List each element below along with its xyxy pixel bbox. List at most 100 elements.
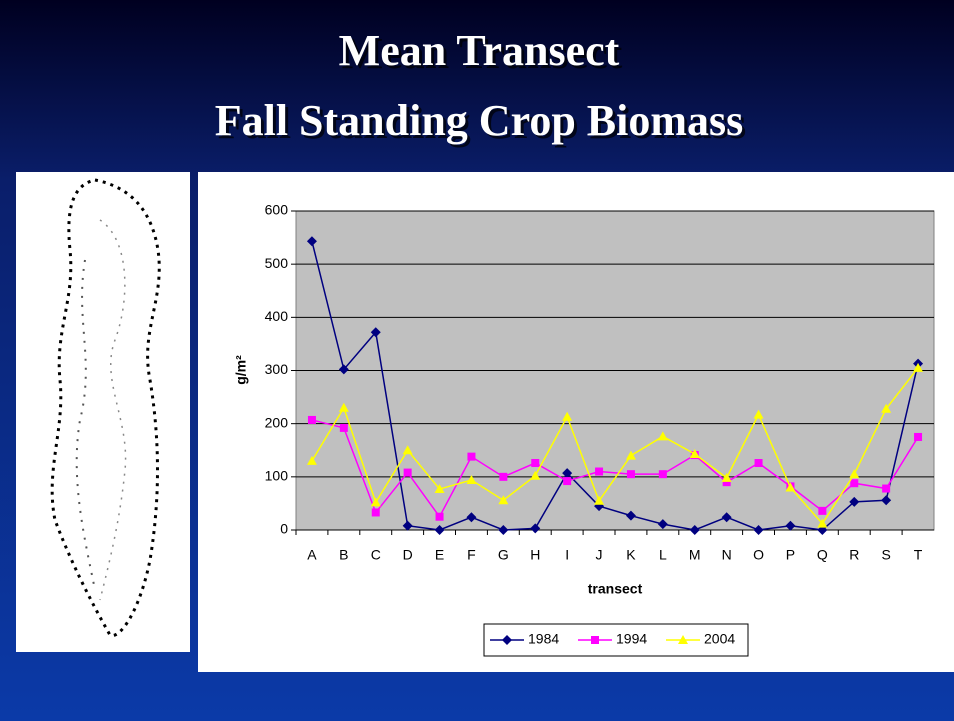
marker xyxy=(658,470,667,479)
x-tick-label: N xyxy=(722,547,732,563)
x-tick-label: M xyxy=(689,547,701,563)
marker xyxy=(913,362,924,372)
marker xyxy=(531,459,540,468)
marker xyxy=(785,482,796,492)
x-tick-label: T xyxy=(914,547,923,563)
x-tick-label: R xyxy=(849,547,859,563)
x-tick-label: S xyxy=(881,547,890,563)
legend-label: 1984 xyxy=(528,631,559,647)
title-line: Fall Standing Crop Biomass xyxy=(215,96,744,145)
marker xyxy=(594,495,605,505)
marker xyxy=(678,635,688,644)
marker xyxy=(754,459,763,468)
marker xyxy=(499,472,508,481)
y-tick-label: 500 xyxy=(265,255,289,271)
marker xyxy=(402,520,413,531)
x-tick-label: J xyxy=(596,547,603,563)
marker xyxy=(467,452,476,461)
legend-label: 2004 xyxy=(704,631,735,647)
marker xyxy=(850,479,859,488)
marker xyxy=(502,635,512,645)
marker xyxy=(466,475,477,485)
marker xyxy=(849,496,860,507)
marker xyxy=(306,236,317,247)
title-shadow: Mean Transect xyxy=(342,29,623,78)
marker xyxy=(498,525,509,535)
y-tick-label: 300 xyxy=(265,361,289,377)
marker xyxy=(881,403,892,413)
series-line xyxy=(311,367,919,525)
x-tick-label: G xyxy=(498,547,509,563)
y-tick-label: 600 xyxy=(265,202,289,218)
marker xyxy=(339,423,348,432)
x-tick-label: F xyxy=(467,547,476,563)
marker xyxy=(625,450,636,460)
x-tick-label: P xyxy=(786,547,795,563)
marker xyxy=(563,477,572,486)
map-image xyxy=(16,172,190,652)
marker xyxy=(882,484,891,493)
series-line xyxy=(311,419,919,519)
marker xyxy=(881,495,892,506)
marker xyxy=(626,470,635,479)
x-tick-label: B xyxy=(339,547,348,563)
marker xyxy=(689,448,700,458)
marker xyxy=(721,512,732,523)
marker xyxy=(370,497,381,507)
x-tick-label: E xyxy=(435,547,444,563)
marker xyxy=(338,402,349,412)
marker xyxy=(657,431,668,441)
marker xyxy=(753,525,764,535)
marker xyxy=(591,636,599,644)
marker xyxy=(753,409,764,419)
marker xyxy=(721,472,732,482)
marker xyxy=(371,508,380,517)
marker xyxy=(403,468,412,477)
marker xyxy=(435,512,444,521)
marker xyxy=(625,510,636,521)
marker xyxy=(370,327,381,338)
marker xyxy=(914,432,923,441)
marker xyxy=(817,518,828,528)
legend-box xyxy=(483,623,749,657)
x-tick-label: D xyxy=(403,547,413,563)
marker xyxy=(434,484,445,494)
marker xyxy=(562,468,573,479)
x-tick-label: Q xyxy=(817,547,828,563)
x-tick-label: H xyxy=(530,547,540,563)
title-shadow: Fall Standing Crop Biomass xyxy=(218,99,747,148)
series-line xyxy=(311,241,919,531)
y-tick-label: 100 xyxy=(265,468,289,484)
marker xyxy=(307,415,316,424)
title-line: Mean Transect xyxy=(339,26,620,75)
x-tick-label: A xyxy=(307,547,317,563)
x-axis-label: transect xyxy=(588,581,643,597)
marker xyxy=(785,520,796,531)
marker xyxy=(657,519,668,530)
marker xyxy=(818,506,827,515)
marker xyxy=(338,364,349,375)
legend: 1984 1994 2004 xyxy=(483,623,749,657)
x-tick-label: I xyxy=(565,547,569,563)
legend-label: 1994 xyxy=(616,631,647,647)
y-axis-label: g/m² xyxy=(233,355,249,385)
marker xyxy=(530,523,541,534)
x-tick-label: L xyxy=(659,547,667,563)
y-tick-label: 0 xyxy=(280,521,288,537)
marker xyxy=(722,478,731,487)
y-tick-label: 400 xyxy=(265,308,289,324)
marker xyxy=(402,445,413,455)
y-tick-label: 200 xyxy=(265,414,289,430)
marker xyxy=(595,467,604,476)
marker xyxy=(498,495,509,505)
marker xyxy=(466,512,477,523)
marker xyxy=(530,470,541,480)
marker xyxy=(562,411,573,421)
x-tick-label: O xyxy=(753,547,764,563)
marker xyxy=(434,525,445,535)
marker xyxy=(689,525,700,535)
marker xyxy=(306,455,317,465)
marker xyxy=(849,469,860,479)
x-tick-label: K xyxy=(626,547,636,563)
